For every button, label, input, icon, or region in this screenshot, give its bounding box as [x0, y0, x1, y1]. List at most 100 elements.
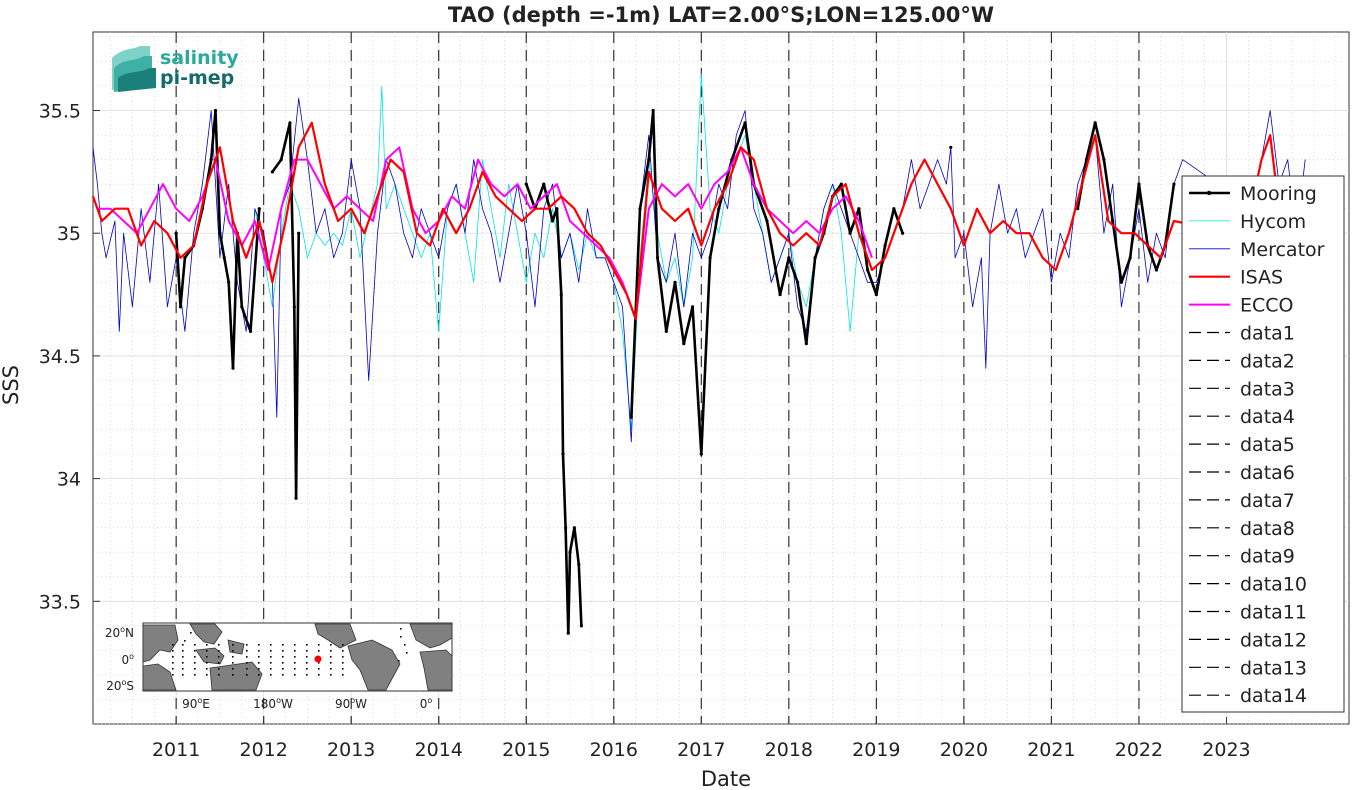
inset-map-lat-degrees: 20: [106, 679, 121, 693]
series-mooring-point: [629, 415, 633, 419]
legend-item: data2: [1189, 350, 1295, 372]
inset-map-selected-mooring: [314, 655, 322, 663]
series-mooring-point: [949, 145, 953, 149]
legend-label: data3: [1240, 378, 1295, 400]
series-mooring-point: [813, 256, 817, 260]
series-mooring-point: [787, 256, 791, 260]
inset-map-degree-sign: o: [120, 625, 125, 634]
series-mooring-point: [577, 562, 581, 567]
series-mooring-point: [1119, 280, 1124, 284]
x-tick-label: 2012: [239, 739, 287, 761]
x-tick-label: 2019: [852, 739, 900, 761]
inset-map-station: [194, 650, 196, 652]
inset-map-station: [342, 656, 344, 658]
series-mooring-point: [1154, 268, 1159, 272]
inset-map-lat-label: 20oN: [105, 625, 134, 640]
x-tick-label: 2011: [152, 739, 200, 761]
legend-label: Hycom: [1240, 211, 1306, 233]
legend-item: data9: [1189, 546, 1295, 568]
legend-item: data1: [1189, 323, 1295, 345]
inset-map-station: [306, 644, 308, 646]
legend-item: data6: [1189, 462, 1295, 484]
series-hycom-line: [254, 73, 860, 430]
series-mooring-point: [288, 121, 292, 125]
inset-map-station: [206, 656, 208, 658]
inset-map-mooring-stations: [172, 628, 408, 676]
series-mooring-point: [743, 121, 747, 125]
inset-map-lon-hemisphere: E: [202, 697, 210, 711]
inset-map-station: [172, 650, 174, 652]
series-mooring-point: [297, 231, 301, 235]
inset-map-station: [330, 662, 332, 664]
legend-item: Mercator: [1189, 239, 1325, 261]
inset-map-station: [194, 644, 196, 646]
inset-map-station: [342, 650, 344, 652]
inset-map-lon-degrees: 0: [420, 697, 428, 711]
inset-map-station: [182, 668, 184, 670]
series-mooring-point: [874, 292, 878, 297]
legend-item: ECCO: [1189, 295, 1294, 317]
series-mooring-point: [664, 329, 668, 333]
inset-map-station: [190, 632, 192, 634]
inset-map-station: [306, 650, 308, 652]
inset-map-station: [246, 650, 248, 652]
inset-map-station: [172, 644, 174, 646]
series-mooring-point: [579, 624, 583, 628]
inset-map-station: [172, 656, 174, 658]
inset-map-lon-hemisphere: W: [355, 697, 367, 711]
inset-map-station: [404, 644, 406, 646]
inset-map-station: [306, 662, 308, 664]
series-mooring-point: [682, 342, 686, 346]
legend-item: data7: [1189, 490, 1295, 512]
series-mooring-point: [883, 243, 887, 248]
inset-map-station: [232, 644, 234, 646]
inset-map-station: [400, 628, 402, 630]
inset-map-landmass: [209, 661, 263, 691]
inset-map-station: [342, 668, 344, 670]
x-tick-label: 2016: [590, 739, 638, 761]
inset-map-station: [318, 668, 320, 670]
x-tick-label: 2023: [1202, 739, 1250, 761]
series-ecco-line: [97, 146, 873, 321]
series-mooring-point: [572, 526, 576, 530]
legend-item: data11: [1189, 602, 1307, 624]
inset-map-station: [172, 668, 174, 670]
series-mooring-point: [174, 231, 178, 235]
inset-map-station: [172, 674, 174, 676]
legend-marker: [1206, 190, 1212, 196]
inset-map-station: [258, 656, 260, 658]
series-mooring-point: [240, 305, 244, 309]
inset-map-station: [282, 644, 284, 646]
series-mooring-point: [524, 182, 528, 186]
series-mooring-point: [248, 329, 253, 333]
inset-map-station: [206, 662, 208, 664]
inset-map-station: [232, 668, 234, 670]
inset-map-station: [194, 656, 196, 658]
inset-map-station: [232, 662, 234, 664]
inset-map-lon-label: 90oE: [182, 696, 210, 711]
inset-map-lat-hemisphere: N: [125, 626, 134, 640]
inset-map-station: [330, 668, 332, 670]
legend-item: data4: [1189, 406, 1295, 428]
inset-map-station: [258, 644, 260, 646]
axis-ticks: 2011 2012 2013 2014 2015 2016 2017 2018 2019 2020…: [39, 101, 1251, 761]
inset-map-station: [258, 668, 260, 670]
legend-label: data12: [1240, 629, 1307, 651]
y-tick-label: 35.5: [39, 101, 81, 123]
inset-map-degree-sign: o: [197, 696, 202, 705]
inset-map-station: [330, 656, 332, 658]
series-mooring-point: [1128, 256, 1132, 260]
inset-map-station: [194, 668, 196, 670]
series-mooring-point: [804, 342, 808, 346]
series-mooring-point: [257, 207, 261, 211]
legend-label: ECCO: [1240, 295, 1294, 317]
series-mooring-point: [717, 207, 721, 211]
x-tick-label: 2018: [765, 739, 813, 761]
inset-map-landmass: [409, 623, 453, 649]
inset-map-station: [232, 674, 234, 676]
inset-map-station: [294, 662, 296, 664]
inset-map-station: [270, 674, 272, 676]
inset-map-station: [206, 650, 208, 652]
inset-map-degree-sign: o: [276, 696, 281, 705]
series-mooring-point: [1084, 158, 1089, 162]
